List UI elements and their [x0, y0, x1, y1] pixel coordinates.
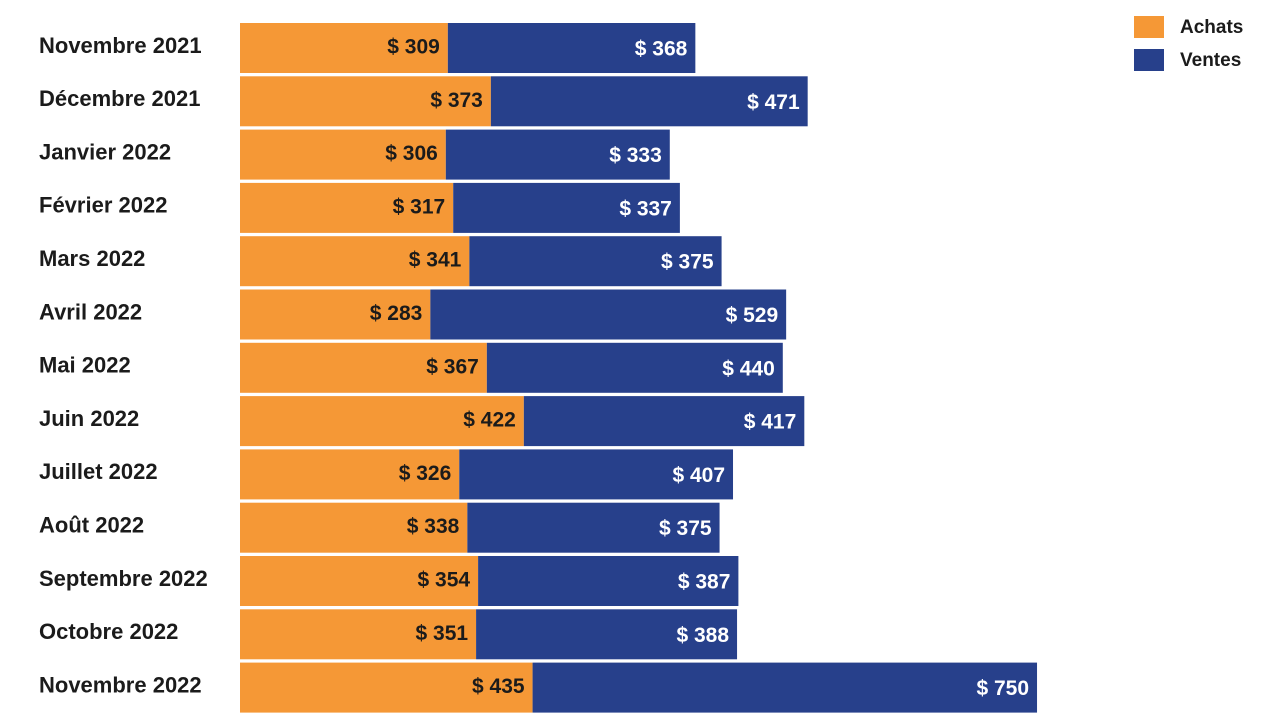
bar-achats-decembre-2021 — [240, 76, 491, 127]
category-label-juin-2022: Juin 2022 — [39, 406, 139, 431]
bar-ventes-janvier-2022 — [445, 129, 670, 180]
value-label-achats-juin-2022: $ 422 — [463, 409, 516, 432]
category-label-juillet-2022: Juillet 2022 — [39, 459, 158, 484]
category-label-avril-2022: Avril 2022 — [39, 299, 142, 324]
value-label-achats-mai-2022: $ 367 — [426, 355, 479, 378]
bar-ventes-aout-2022 — [467, 502, 720, 553]
bar-ventes-decembre-2021 — [490, 76, 808, 127]
bar-achats-juin-2022 — [240, 396, 524, 447]
value-label-ventes-novembre-2021: $ 368 — [635, 38, 688, 61]
bar-ventes-septembre-2022 — [478, 556, 739, 606]
category-label-janvier-2022: Janvier 2022 — [39, 139, 171, 164]
value-label-ventes-fevrier-2022: $ 337 — [619, 197, 672, 220]
bar-achats-mars-2022 — [240, 236, 470, 287]
value-label-achats-avril-2022: $ 283 — [370, 302, 423, 325]
value-label-ventes-septembre-2022: $ 387 — [678, 571, 731, 594]
bar-ventes-mars-2022 — [469, 236, 722, 287]
value-label-ventes-avril-2022: $ 529 — [726, 304, 779, 327]
category-label-novembre-2022: Novembre 2022 — [39, 672, 202, 697]
value-label-achats-octobre-2022: $ 351 — [416, 622, 469, 645]
value-label-ventes-juin-2022: $ 417 — [744, 411, 797, 434]
bar-ventes-octobre-2022 — [476, 609, 738, 660]
value-label-ventes-mai-2022: $ 440 — [722, 357, 775, 380]
category-label-decembre-2021: Décembre 2021 — [39, 86, 200, 111]
value-label-achats-juillet-2022: $ 326 — [399, 462, 452, 485]
bars-group: $ 309 $ 368 $ 373 $ 471 $ 306 $ 333 $ 317 $ 337… — [240, 23, 1038, 713]
legend-swatch-achats — [1134, 16, 1164, 38]
category-label-septembre-2022: Septembre 2022 — [39, 566, 208, 591]
bar-ventes-fevrier-2022 — [453, 182, 680, 233]
value-label-ventes-aout-2022: $ 375 — [659, 517, 712, 540]
value-label-achats-janvier-2022: $ 306 — [385, 142, 438, 165]
value-label-achats-novembre-2022: $ 435 — [472, 675, 525, 698]
category-label-mai-2022: Mai 2022 — [39, 353, 131, 378]
value-label-ventes-decembre-2021: $ 471 — [747, 91, 800, 114]
bar-ventes-avril-2022 — [430, 289, 787, 340]
bar-achats-aout-2022 — [240, 502, 468, 553]
bar-achats-novembre-2022 — [240, 662, 533, 713]
bar-achats-juillet-2022 — [240, 449, 460, 500]
legend: Achats Ventes — [1134, 16, 1243, 71]
value-label-ventes-mars-2022: $ 375 — [661, 251, 714, 274]
value-label-achats-fevrier-2022: $ 317 — [393, 195, 446, 218]
value-label-achats-aout-2022: $ 338 — [407, 515, 460, 538]
category-label-novembre-2021: Novembre 2021 — [39, 33, 202, 58]
legend-label-achats: Achats — [1180, 17, 1243, 38]
bar-ventes-juin-2022 — [523, 396, 805, 447]
category-label-fevrier-2022: Février 2022 — [39, 193, 167, 218]
bar-achats-mai-2022 — [240, 342, 487, 393]
bar-achats-fevrier-2022 — [240, 182, 454, 233]
value-label-achats-septembre-2022: $ 354 — [418, 569, 471, 592]
category-label-aout-2022: Août 2022 — [39, 513, 144, 538]
bar-ventes-novembre-2022 — [532, 662, 1038, 713]
legend-label-ventes: Ventes — [1180, 50, 1241, 71]
value-label-ventes-novembre-2022: $ 750 — [976, 677, 1029, 700]
value-label-achats-decembre-2021: $ 373 — [430, 89, 483, 112]
category-label-octobre-2022: Octobre 2022 — [39, 619, 178, 644]
value-label-ventes-octobre-2022: $ 388 — [676, 624, 729, 647]
category-label-mars-2022: Mars 2022 — [39, 246, 145, 271]
value-label-ventes-janvier-2022: $ 333 — [609, 144, 662, 167]
value-label-achats-novembre-2021: $ 309 — [387, 36, 440, 59]
bar-achats-janvier-2022 — [240, 129, 446, 180]
legend-swatch-ventes — [1134, 49, 1164, 71]
bar-achats-octobre-2022 — [240, 609, 477, 660]
bar-achats-novembre-2021 — [240, 23, 448, 73]
bar-achats-septembre-2022 — [240, 556, 479, 606]
value-label-ventes-juillet-2022: $ 407 — [672, 464, 725, 487]
bar-ventes-mai-2022 — [486, 342, 783, 393]
value-label-achats-mars-2022: $ 341 — [409, 249, 462, 272]
bar-ventes-novembre-2021 — [447, 23, 696, 73]
bar-achats-avril-2022 — [240, 289, 431, 340]
category-labels-group: Novembre 2021 Décembre 2021 Janvier 2022 Fé… — [39, 33, 208, 698]
bar-ventes-juillet-2022 — [459, 449, 734, 500]
